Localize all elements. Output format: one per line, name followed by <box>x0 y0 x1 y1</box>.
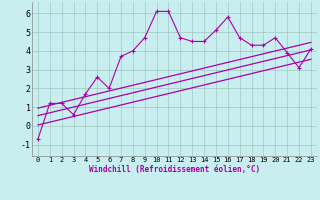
X-axis label: Windchill (Refroidissement éolien,°C): Windchill (Refroidissement éolien,°C) <box>89 165 260 174</box>
